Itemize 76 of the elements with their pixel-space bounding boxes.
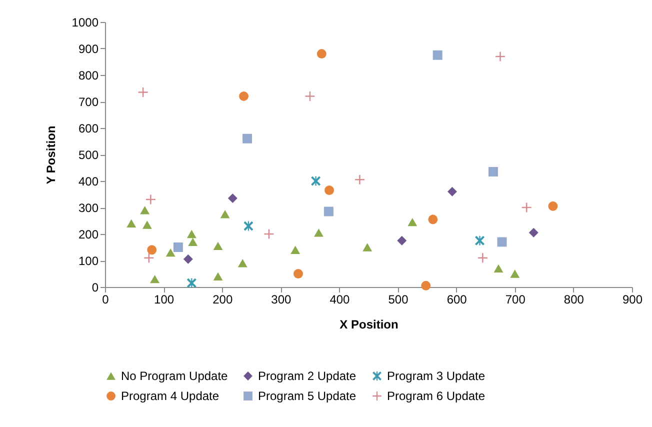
x-tick-label: 800	[564, 292, 584, 306]
point	[354, 174, 364, 184]
point	[150, 274, 160, 284]
legend-label: Program 3 Update	[387, 369, 486, 383]
y-tick-label: 0	[92, 280, 99, 294]
point	[220, 210, 230, 218]
y-tick-label: 700	[78, 95, 99, 109]
point	[421, 280, 431, 290]
point	[146, 194, 156, 204]
point	[432, 50, 442, 60]
legend-label: Program 2 Update	[258, 369, 356, 383]
point	[305, 91, 315, 101]
point	[186, 278, 196, 288]
point	[239, 91, 249, 101]
x-tick-label: 500	[388, 292, 409, 306]
point	[244, 221, 254, 231]
point	[510, 270, 520, 278]
point	[316, 49, 326, 59]
point	[548, 201, 558, 211]
point	[314, 228, 324, 237]
point	[142, 220, 152, 229]
x-tick-label: 100	[154, 292, 174, 306]
point	[324, 206, 334, 216]
point	[242, 134, 252, 144]
point	[186, 230, 196, 238]
y-tick-label: 1000	[72, 16, 99, 30]
x-tick-label: 400	[330, 292, 350, 306]
point	[494, 264, 504, 273]
legend-label: Program 4 Update	[121, 389, 220, 403]
point	[213, 272, 223, 281]
point	[166, 248, 176, 257]
x-axis-title: X Position	[340, 318, 398, 332]
point	[140, 206, 150, 214]
y-tick-label: 500	[78, 148, 99, 162]
y-tick-label: 300	[78, 201, 99, 215]
legend-label: No Program Update	[121, 369, 228, 383]
y-tick-label: 900	[78, 42, 99, 56]
point	[447, 186, 457, 196]
y-tick-label: 800	[78, 68, 99, 82]
point	[475, 236, 484, 246]
x-tick-label: 900	[622, 292, 643, 306]
point	[183, 254, 193, 264]
point	[496, 52, 505, 62]
point	[126, 219, 136, 228]
point	[478, 253, 488, 263]
point	[138, 87, 148, 97]
x-tick-label: 200	[212, 292, 233, 306]
x-tick-label: 300	[271, 292, 292, 306]
x-tick-label: 700	[505, 292, 526, 306]
y-tick-label: 400	[78, 174, 99, 188]
x-tick-label: 600	[446, 292, 468, 306]
point	[293, 269, 303, 278]
point	[428, 214, 438, 224]
point	[228, 193, 238, 203]
point	[497, 237, 507, 247]
point	[188, 238, 198, 246]
point	[324, 186, 334, 196]
legend-label: Program 6 Update	[387, 389, 486, 403]
point	[397, 236, 407, 246]
point	[213, 242, 223, 250]
point	[528, 228, 538, 238]
point	[290, 246, 300, 254]
point	[362, 243, 372, 252]
y-tick-label: 600	[78, 122, 99, 136]
x-tick-label: 0	[102, 292, 110, 306]
y-axis-title: Y Position	[44, 126, 58, 184]
point	[311, 176, 321, 186]
point	[147, 245, 157, 255]
y-tick-label: 100	[78, 254, 99, 268]
point	[173, 242, 183, 252]
point	[488, 166, 498, 176]
point	[408, 218, 418, 226]
y-tick-label: 200	[78, 228, 99, 242]
point	[238, 259, 248, 268]
point	[144, 253, 154, 263]
legend-label: Program 5 Update	[258, 389, 356, 403]
